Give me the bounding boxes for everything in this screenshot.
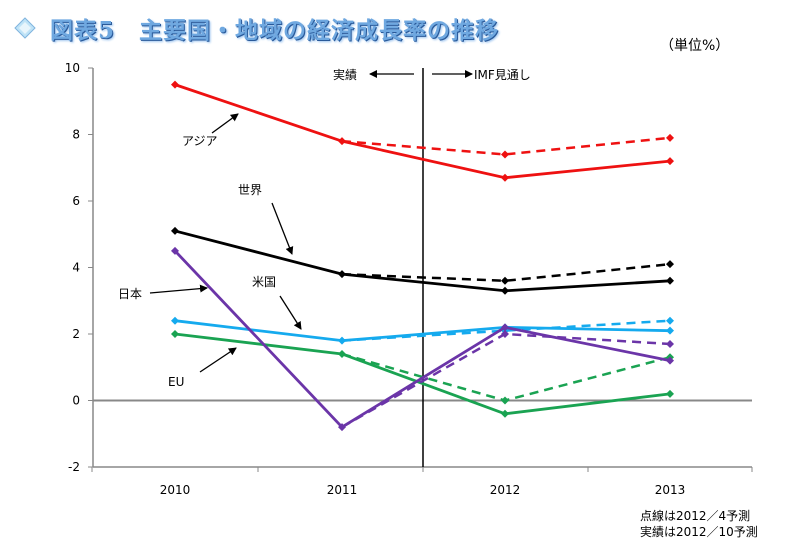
forecast-point [666,133,674,142]
forecast-point [501,150,509,159]
chart-title: 図表5 主要国・地域の経済成長率の推移 [50,17,500,44]
data-point [501,286,509,295]
y-tick-label: -2 [68,460,80,474]
forecast-point [501,330,509,338]
data-point [666,157,674,166]
series-forecast-line [341,262,671,283]
diamond-icon [14,17,36,39]
data-point [171,80,179,89]
data-point [171,330,179,338]
data-point [338,137,346,146]
data-point [666,276,674,285]
series-label: 日本 [118,287,142,301]
series-label-arrow [279,295,302,330]
series-label-arrow [149,284,208,294]
series-forecast-line [341,352,671,402]
series-label: 米国 [252,275,276,289]
x-tick-label: 2012 [490,483,521,497]
data-point [338,336,346,345]
data-point [501,409,509,418]
series-line [174,229,671,293]
series-label: EU [168,375,184,389]
series-forecast-line [341,136,671,156]
unit-label: （単位%） [660,38,730,54]
data-point [171,316,179,325]
y-tick-label: 8 [72,128,80,142]
data-point [338,270,346,279]
data-point [666,356,674,365]
series-label: アジア [182,134,218,148]
chart-series [171,80,674,432]
series-label-arrow [271,202,294,255]
data-point [666,389,674,398]
series-label-arrow [199,347,237,373]
forecast-point [666,339,674,348]
divider-label-actual: 実績 [333,67,357,82]
series-line [174,83,671,180]
data-point [171,226,179,235]
y-tick-label: 10 [65,61,80,75]
series-line [173,249,671,429]
chart-axes: -2 0 2 4 6 8 10 2010 2011 2012 2013 [65,61,753,497]
title-row: 図表5 主要国・地域の経済成長率の推移 [14,10,499,46]
x-tick-label: 2013 [655,483,686,497]
data-point [338,349,346,358]
note-forecast: 点線は2012／4予測 [640,509,751,523]
series-line [174,319,671,343]
data-point [666,326,674,335]
forecast-point [501,396,509,405]
series-label-arrow [211,113,239,134]
data-point [171,246,179,255]
forecast-point [666,260,674,269]
series-line [174,332,671,416]
note-actual: 実績は2012／10予測 [640,525,758,539]
data-point [338,423,346,432]
divider-label-forecast: IMF見通し [474,68,531,82]
series-label: 世界 [238,183,262,197]
x-tick-label: 2010 [160,483,191,497]
forecast-point [666,316,674,325]
forecast-point [501,276,509,285]
chart-notes: 点線は2012／4予測 実績は2012／10予測 [640,508,758,540]
y-tick-label: 4 [72,261,80,275]
y-tick-label: 0 [72,394,80,408]
y-tick-label: 6 [72,194,80,208]
y-tick-label: 2 [72,327,80,341]
series-forecast-line [341,319,671,342]
data-point [501,173,509,182]
data-point [501,323,509,332]
x-tick-label: 2011 [327,483,358,497]
